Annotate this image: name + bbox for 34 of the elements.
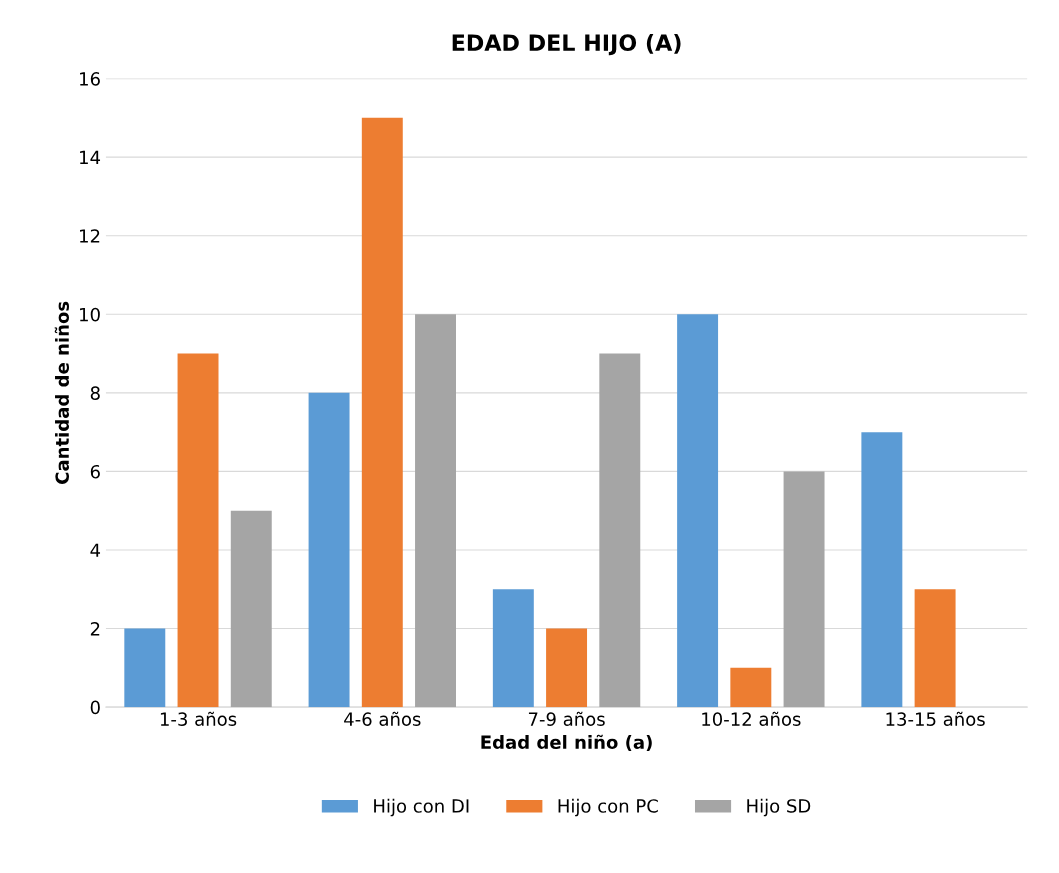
y-tick-label: 14 [80, 150, 101, 164]
legend-label: Hijo con DI [374, 798, 469, 817]
y-tick-label: 12 [80, 229, 100, 243]
x-tick-label: 1-3 años [160, 711, 237, 726]
legend-label: Hijo con PC [558, 798, 658, 817]
bar [415, 314, 457, 708]
bar [914, 589, 956, 708]
bar [361, 117, 403, 708]
y-tick-label: 0 [90, 700, 100, 715]
bar [124, 628, 166, 708]
bar [730, 667, 772, 708]
bar [308, 392, 350, 708]
y-tick-label: 4 [90, 543, 101, 557]
bar [492, 589, 534, 708]
legend-label: Hijo SD [747, 798, 811, 817]
bar [546, 628, 588, 708]
bar [677, 314, 719, 708]
bar [861, 432, 903, 708]
y-tick-label: 6 [90, 464, 100, 479]
bar [783, 471, 825, 708]
y-tick-label: 2 [90, 622, 100, 636]
x-axis-title: Edad del niño (a) [481, 734, 652, 752]
bar [599, 353, 641, 708]
bar [177, 353, 219, 708]
x-tick-label: 13-15 años [886, 711, 985, 726]
x-tick-label: 7-9 años [528, 711, 605, 726]
bar [230, 510, 272, 708]
x-tick-label: 4-6 años [344, 711, 421, 726]
y-tick-label: 8 [90, 386, 100, 400]
chart-title: EDAD DEL HIJO (A) [452, 33, 681, 56]
y-axis-title: Cantidad de niños [54, 301, 70, 484]
y-tick-label: 10 [80, 307, 100, 322]
x-tick-label: 10-12 años [702, 711, 801, 726]
y-tick-label: 16 [80, 72, 100, 86]
